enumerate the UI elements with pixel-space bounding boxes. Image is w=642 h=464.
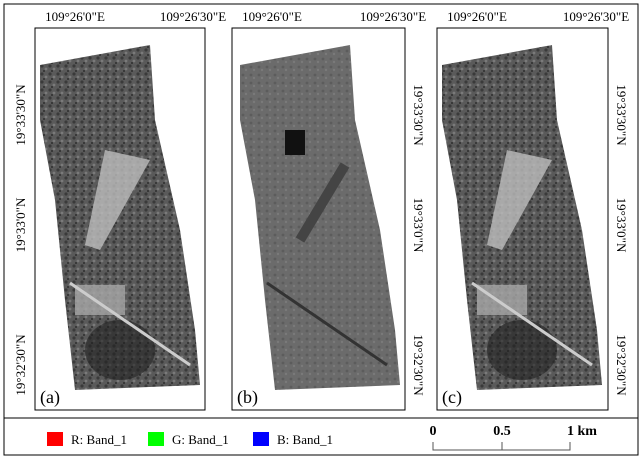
legend-swatch <box>253 432 269 446</box>
outer-border <box>3 3 639 456</box>
longitude-label: 109°26'30"E <box>563 9 629 24</box>
road <box>266 281 388 367</box>
longitude-label: 109°26'0"E <box>447 9 507 24</box>
legend-label: B: Band_1 <box>277 432 333 447</box>
latitude-label: 19°33'0"N <box>13 197 28 252</box>
legend-label: R: Band_1 <box>71 432 127 447</box>
water <box>285 130 305 155</box>
latitude-label: 19°33'30"N <box>13 84 28 146</box>
longitude-label: 109°26'0"E <box>242 9 302 24</box>
legend-label: G: Band_1 <box>172 432 229 447</box>
panel-label: (c) <box>442 387 462 408</box>
imagery-strip <box>240 45 400 390</box>
legend-swatch <box>148 432 164 446</box>
built-area <box>477 285 527 315</box>
runway <box>295 162 350 243</box>
latitude-label: 19°33'0"N <box>411 198 426 253</box>
road <box>471 281 593 367</box>
longitude-label: 109°26'30"E <box>360 9 426 24</box>
built-area <box>75 285 125 315</box>
legend-swatch <box>47 432 63 446</box>
longitude-label: 109°26'0"E <box>45 9 105 24</box>
scale-label: 0 <box>430 424 437 439</box>
latitude-label: 19°33'30"N <box>411 84 426 146</box>
latitude-label: 19°33'30"N <box>614 84 629 146</box>
panel-frame <box>436 27 609 411</box>
road <box>69 281 191 367</box>
runway <box>85 150 150 250</box>
dark-area <box>487 320 557 380</box>
panel-frame <box>34 27 206 411</box>
latitude-label: 19°32'30"N <box>13 334 28 396</box>
panel-frame <box>231 27 406 411</box>
latitude-label: 19°33'0"N <box>614 198 629 253</box>
scale-label: 1 km <box>567 424 597 439</box>
runway <box>487 150 552 250</box>
panel-label: (a) <box>40 387 60 408</box>
scale-label: 0.5 <box>493 424 511 439</box>
latitude-label: 19°32'30"N <box>614 334 629 396</box>
dark-area <box>85 320 155 380</box>
latitude-label: 19°32'30"N <box>411 334 426 396</box>
longitude-label: 109°26'30"E <box>160 9 226 24</box>
panel-label: (b) <box>237 387 258 408</box>
